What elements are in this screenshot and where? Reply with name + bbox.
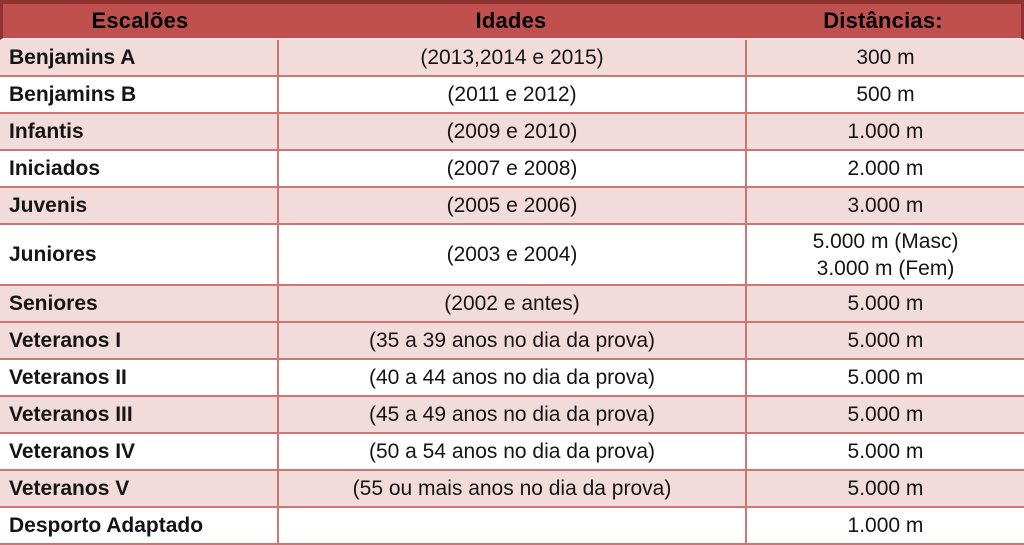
table-row: Veteranos I (35 a 39 anos no dia da prova… [0, 323, 1024, 360]
table-row: Juniores (2003 e 2004) 5.000 m (Masc) 3.000… [0, 225, 1024, 286]
distancia-cell: 5.000 m [745, 323, 1024, 358]
distancia-line: 1.000 m [847, 514, 924, 537]
escalao-cell: Veteranos III [9, 402, 133, 426]
escalao-cell: Veteranos IV [9, 439, 136, 463]
distancia-line: 5.000 m [847, 292, 924, 315]
distancia-line: 500 m [856, 83, 915, 106]
idades-cell: (50 a 54 anos no dia da prova) [277, 434, 745, 469]
distancia-line: 5.000 m (Masc) [812, 229, 959, 253]
idades-cell: (2013,2014 e 2015) [277, 40, 745, 75]
idades-cell: (55 ou mais anos no dia da prova) [277, 471, 745, 506]
distancia-cell: 3.000 m [745, 188, 1024, 223]
distancia-cell: 300 m [745, 40, 1024, 75]
idades-cell: (45 a 49 anos no dia da prova) [277, 397, 745, 432]
distancia-line: 1.000 m [847, 120, 924, 143]
escalao-cell: Iniciados [9, 156, 101, 180]
distancia-cell: 5.000 m [745, 286, 1024, 321]
escalao-cell: Veteranos II [9, 365, 127, 389]
table-row: Seniores (2002 e antes) 5.000 m [0, 286, 1024, 323]
distancia-cell: 500 m [745, 77, 1024, 112]
distancia-line: 3.000 m (Fem) [816, 256, 955, 280]
distancia-cell: 5.000 m [745, 397, 1024, 432]
distancia-cell: 1.000 m [745, 508, 1024, 543]
distancia-line: 5.000 m [847, 403, 924, 426]
table-row: Benjamins B (2011 e 2012) 500 m [0, 77, 1024, 114]
table-row: Infantis (2009 e 2010) 1.000 m [0, 114, 1024, 151]
distancia-cell: 2.000 m [745, 151, 1024, 186]
escalao-cell: Benjamins B [9, 82, 137, 106]
distancia-cell: 5.000 m (Masc) 3.000 m (Fem) [745, 225, 1024, 284]
distancia-line: 3.000 m [847, 194, 924, 217]
distancia-cell: 5.000 m [745, 434, 1024, 469]
escalao-cell: Infantis [9, 119, 84, 143]
idades-cell: (2002 e antes) [277, 286, 745, 321]
idades-cell [277, 508, 745, 543]
table-row: Benjamins A (2013,2014 e 2015) 300 m [0, 40, 1024, 77]
header-distancias: Distâncias: [823, 8, 943, 33]
escalao-cell: Juniores [9, 242, 97, 266]
escalao-cell: Desporto Adaptado [9, 513, 204, 537]
table-row: Iniciados (2007 e 2008) 2.000 m [0, 151, 1024, 188]
table-row: Veteranos III (45 a 49 anos no dia da pro… [0, 397, 1024, 434]
escalao-cell: Juvenis [9, 193, 88, 217]
escalao-cell: Veteranos I [9, 328, 122, 352]
table-body: Benjamins A (2013,2014 e 2015) 300 m Benjam… [0, 40, 1024, 545]
table-row: Desporto Adaptado 1.000 m [0, 508, 1024, 545]
table-row: Veteranos V (55 ou mais anos no dia da pr… [0, 471, 1024, 508]
header-idades: Idades [475, 8, 547, 33]
distancia-line: 300 m [856, 46, 915, 69]
idades-cell: (2007 e 2008) [277, 151, 745, 186]
header-escaloes: Escalões [91, 8, 189, 33]
distancia-line: 5.000 m [847, 366, 924, 389]
idades-cell: (2005 e 2006) [277, 188, 745, 223]
table-row: Juvenis (2005 e 2006) 3.000 m [0, 188, 1024, 225]
idades-cell: (2003 e 2004) [277, 225, 745, 284]
distancia-line: 2.000 m [847, 157, 924, 180]
table-header-row: Escalões Idades Distâncias: [0, 0, 1024, 40]
escalao-cell: Veteranos V [9, 476, 130, 500]
table-row: Veteranos II (40 a 44 anos no dia da prov… [0, 360, 1024, 397]
distancia-cell: 5.000 m [745, 471, 1024, 506]
idades-cell: (35 a 39 anos no dia da prova) [277, 323, 745, 358]
distancia-line: 5.000 m [847, 477, 924, 500]
table-row: Veteranos IV (50 a 54 anos no dia da prov… [0, 434, 1024, 471]
escalao-cell: Seniores [9, 291, 98, 315]
idades-cell: (40 a 44 anos no dia da prova) [277, 360, 745, 395]
distancia-cell: 1.000 m [745, 114, 1024, 149]
distancia-line: 5.000 m [847, 440, 924, 463]
distancia-line: 5.000 m [847, 329, 924, 352]
idades-cell: (2011 e 2012) [277, 77, 745, 112]
escalao-cell: Benjamins A [9, 45, 136, 69]
distancia-cell: 5.000 m [745, 360, 1024, 395]
idades-cell: (2009 e 2010) [277, 114, 745, 149]
